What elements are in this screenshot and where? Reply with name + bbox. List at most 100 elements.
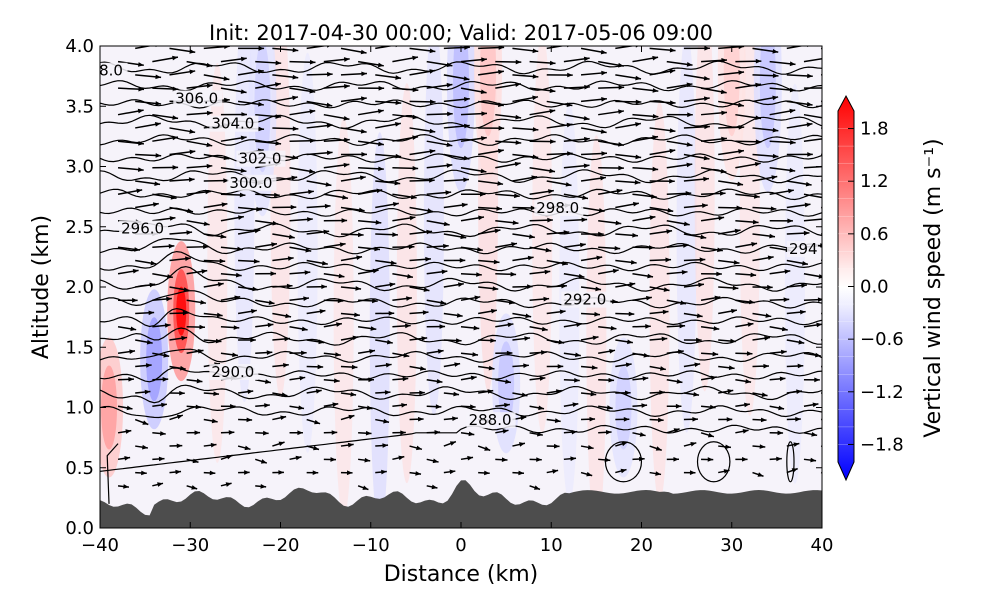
wind-vector-head (181, 335, 188, 341)
wind-vector-head (409, 215, 416, 221)
wind-column (676, 46, 697, 433)
wind-vector-head (493, 259, 500, 265)
wind-vector-head (480, 168, 487, 174)
y-tick-label: 3.0 (65, 157, 94, 178)
wind-vector-head (596, 255, 603, 261)
wind-vector-head (759, 444, 766, 449)
wind-vector-head (144, 389, 151, 395)
wind-vector-head (498, 69, 504, 75)
wind-vector-head (601, 151, 608, 156)
wind-vector-head (536, 457, 542, 462)
wind-vector-head (755, 82, 762, 88)
wind-vector-head (832, 366, 838, 371)
wind-vector-head (646, 295, 652, 301)
wind-vector-head (548, 189, 554, 194)
wind-vector-head (647, 273, 654, 279)
wind-vector-head (423, 287, 430, 292)
wind-vector-head (150, 260, 157, 266)
wind-vector-head (470, 404, 476, 410)
x-tick-label: 30 (720, 535, 743, 556)
wind-vector-head (326, 150, 333, 156)
colorbar-ticks: 1.8 1.2 0.6 0.0 −0.6 −1.2 −1.8 (838, 119, 904, 455)
wind-vectors (117, 46, 838, 491)
wind-vector-head (831, 391, 837, 396)
wind-vector-head (125, 429, 132, 434)
wind-vector-head (731, 308, 737, 314)
wind-vector-head (138, 86, 145, 92)
wind-vector-head (700, 234, 707, 240)
wind-vector-head (376, 188, 383, 194)
wind-vector-head (225, 482, 232, 487)
wind-vector-head (234, 295, 241, 301)
wind-vector-head (592, 335, 599, 341)
isentrope-label-bg (236, 150, 286, 167)
wind-vector-head (685, 191, 692, 196)
wind-vector-head (381, 469, 387, 475)
wind-vector-head (240, 135, 247, 141)
wind-vector-head (240, 89, 247, 94)
wind-vector-head (454, 362, 461, 367)
wind-vector-head (154, 122, 161, 127)
wind-vector-head (532, 154, 539, 160)
wind-vector-head (538, 405, 545, 411)
isentrope-288.0 (100, 424, 822, 472)
wind-vector-head (690, 441, 697, 447)
wind-vector-head (354, 312, 360, 318)
wind-vector-head (745, 379, 752, 384)
wind-vector-head (137, 108, 144, 114)
wind-vector-head (628, 311, 635, 317)
wind-vector-head (432, 458, 439, 464)
wind-vector-head (760, 417, 767, 423)
wind-vector-head (292, 47, 299, 53)
wind-vector-head (382, 443, 389, 448)
wind-vector-head (600, 129, 607, 134)
wind-vector-head (172, 86, 179, 92)
wind-vector-head (527, 284, 533, 289)
wind-vector-head (272, 220, 279, 226)
wind-vector-head (292, 95, 298, 101)
wind-vector-head (804, 202, 811, 208)
isentrope-label-bg (786, 241, 818, 258)
wind-vector-head (275, 114, 282, 119)
wind-vector-head (137, 167, 144, 172)
wind-vector-head (343, 162, 350, 168)
wind-vector-head (365, 430, 372, 436)
wind-vector-head (312, 470, 319, 476)
wind-vector-head (803, 230, 810, 236)
wind-vector-head (395, 100, 402, 106)
wind-vector-head (138, 140, 144, 146)
wind-vector-head (323, 229, 330, 235)
wind-vector-head (618, 85, 625, 90)
wind-vector-head (361, 71, 367, 77)
isentrope-297.0 (100, 250, 822, 272)
wind-vector-head (611, 299, 618, 304)
wind-vector-head (721, 58, 728, 63)
wind-vector-head (765, 313, 772, 318)
wind-vector-head (810, 457, 817, 463)
wind-vector-head (750, 272, 757, 278)
wind-vector-head (258, 126, 265, 132)
wind-vector-head (549, 168, 556, 174)
wind-vector-head (301, 326, 308, 332)
wind-vector (803, 193, 822, 199)
wind-vector-head (824, 86, 830, 91)
wind-vector-head (472, 352, 479, 357)
wind-vector-head (274, 192, 280, 198)
wind-vector-head (502, 429, 509, 434)
wind-vector-head (667, 208, 674, 213)
wind-vector-head (734, 228, 741, 234)
wind-vector-head (429, 69, 436, 74)
wind-vector-head (216, 312, 223, 318)
wind-vector-head (600, 175, 606, 181)
wind-vector-head (721, 136, 727, 142)
wind-vector-head (630, 259, 637, 265)
wind-vector-head (540, 350, 547, 355)
wind-vector-head (377, 62, 384, 68)
wind-vector-head (240, 168, 247, 173)
wind-vector-head (284, 336, 291, 342)
wind-vector-head (570, 456, 577, 462)
wind-vector-head (618, 142, 624, 147)
isentrope-301.0 (100, 188, 822, 201)
wind-vector-head (811, 431, 818, 437)
wind-vector-head (806, 101, 813, 107)
